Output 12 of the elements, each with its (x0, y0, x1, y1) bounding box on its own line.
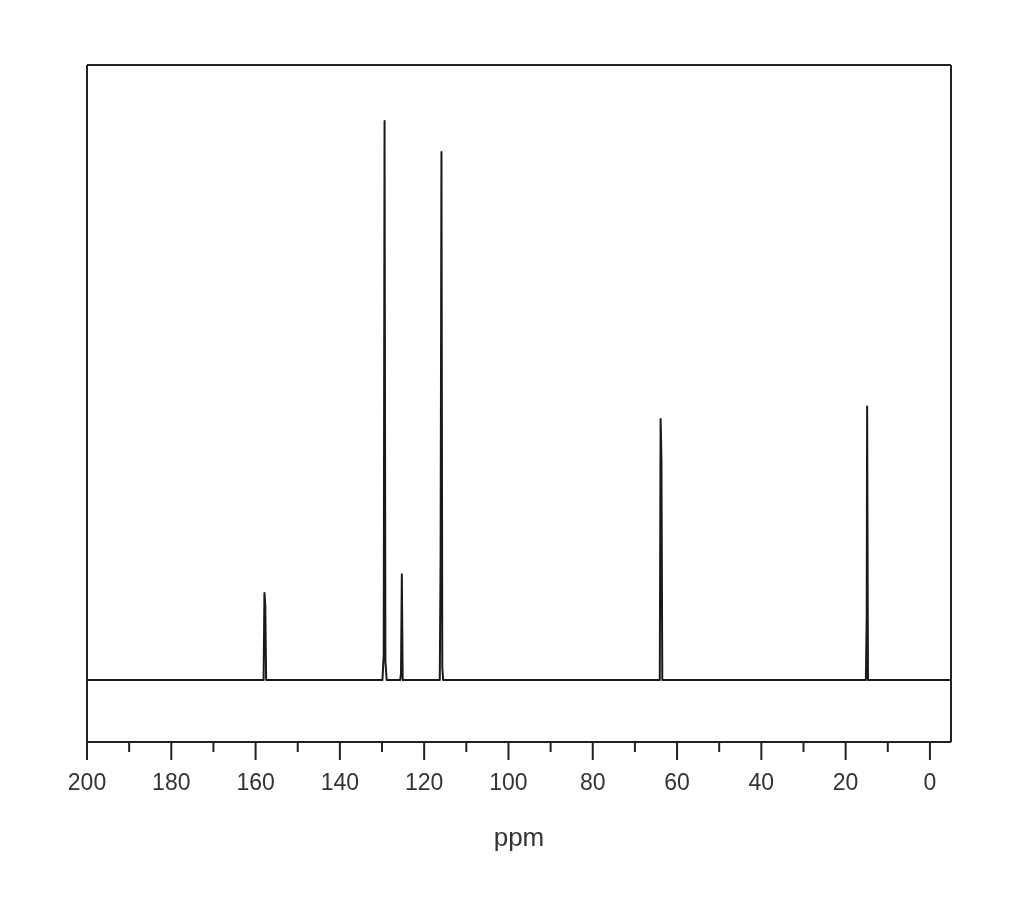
x-tick-label: 160 (236, 769, 275, 795)
x-tick-label: 200 (67, 769, 107, 795)
x-tick-label: 60 (664, 769, 690, 795)
x-tick-label: 20 (832, 769, 859, 795)
x-tick-label: 180 (152, 769, 191, 795)
x-tick-label: 40 (748, 769, 775, 795)
x-tick-label: 80 (579, 769, 606, 795)
x-tick-label: 0 (923, 769, 937, 795)
x-tick-label: 120 (404, 769, 444, 795)
x-tick-label: 140 (320, 769, 360, 795)
x-tick-label: 100 (489, 769, 528, 795)
x-axis-title: ppm (493, 822, 545, 852)
